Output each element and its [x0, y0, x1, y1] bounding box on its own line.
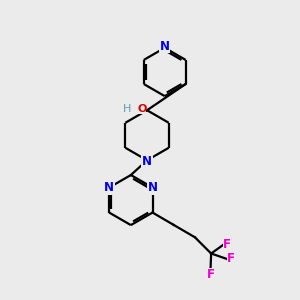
Text: F: F [223, 238, 231, 250]
Text: N: N [160, 40, 170, 53]
Text: F: F [206, 268, 214, 281]
Text: N: N [142, 155, 152, 168]
Text: F: F [226, 252, 235, 265]
Text: N: N [148, 181, 158, 194]
Text: H: H [122, 104, 131, 114]
Text: N: N [104, 181, 114, 194]
Text: O: O [137, 104, 146, 114]
